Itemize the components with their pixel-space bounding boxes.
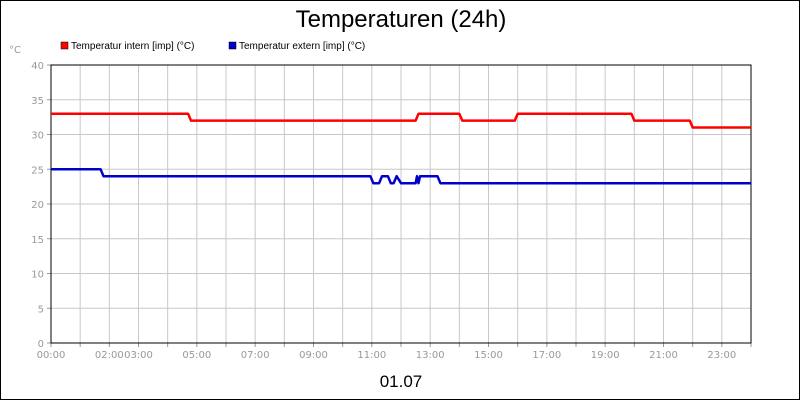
y-tick-label: 40 [31,61,44,72]
series-lines [51,112,751,185]
legend-swatch [228,41,237,50]
x-tick-label: 21:00 [649,350,678,361]
grid-lines [51,64,751,344]
series-line-intern [51,112,751,129]
legend-label: Temperatur extern [imp] (°C) [239,41,365,52]
chart-title: Temperaturen (24h) [296,6,507,33]
y-tick-label: 15 [31,235,44,246]
y-axis-unit: °C [9,45,21,56]
series-line-extern [51,168,751,185]
y-tick-label: 20 [31,200,44,211]
legend: Temperatur intern [imp] (°C) Temperatur e… [60,41,365,52]
x-tick-label: 02:00 [95,350,124,361]
legend-swatch [60,41,69,50]
x-tick-label: 19:00 [591,350,620,361]
legend-label: Temperatur intern [imp] (°C) [71,41,194,52]
x-tick-label: 00:00 [37,350,66,361]
y-axis-ticks: 0 5 10 15 20 25 30 35 40 [31,61,51,350]
x-tick-label: 23:00 [707,350,736,361]
x-tick-label: 11:00 [357,350,386,361]
y-tick-label: 5 [38,304,44,315]
x-tick-label: 03:00 [124,350,153,361]
y-tick-label: 0 [38,339,44,350]
y-tick-label: 35 [31,96,44,107]
x-tick-label: 05:00 [182,350,211,361]
x-tick-label: 17:00 [532,350,561,361]
x-axis-ticks: 00:00 02:00 03:00 05:00 07:00 09:00 11:00 13:00… [37,343,752,361]
x-tick-label: 13:00 [416,350,445,361]
x-axis-date-label: 01.07 [380,372,423,391]
x-tick-label: 09:00 [299,350,328,361]
y-tick-label: 30 [31,131,44,142]
y-tick-label: 10 [31,270,44,281]
x-tick-label: 15:00 [474,350,503,361]
y-tick-label: 25 [31,165,44,176]
x-tick-label: 07:00 [241,350,270,361]
plot-area-border [50,64,752,344]
